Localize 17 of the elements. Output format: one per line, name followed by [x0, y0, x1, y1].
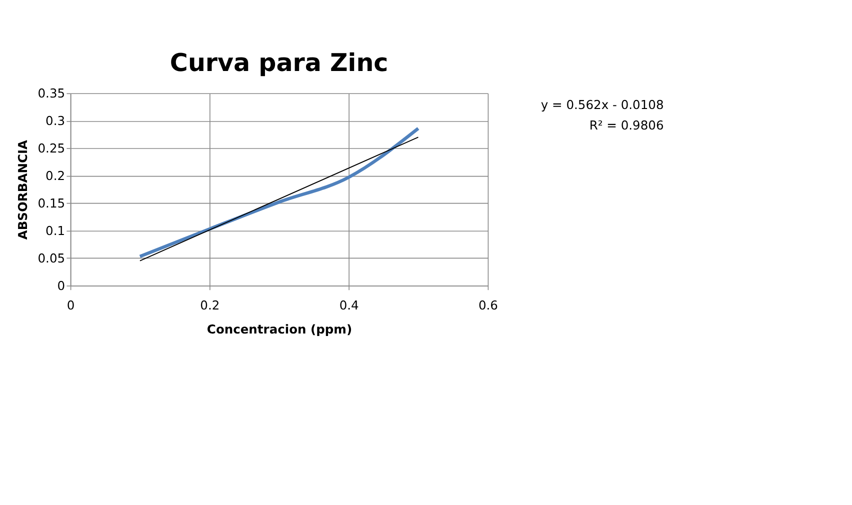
x-tick-label: 0 — [66, 298, 75, 313]
x-tick-label: 0.6 — [478, 298, 498, 313]
y-tick-label: 0.2 — [46, 169, 66, 184]
text: R² = 0.9806 — [589, 118, 664, 132]
y-tick-label: 0 — [57, 279, 66, 294]
y-tick-label: 0.05 — [38, 252, 66, 266]
x-axis-title: Concentracion (ppm) — [206, 322, 352, 336]
y-tick-label: 0.25 — [38, 142, 66, 156]
x-tick-label: 0.4 — [339, 298, 360, 313]
x-tick-label: 0.2 — [200, 298, 220, 313]
y-tick-label: 0.3 — [46, 114, 66, 128]
text: y = 0.562x - 0.0108 — [540, 98, 664, 112]
y-tick-label: 0.1 — [46, 224, 66, 238]
chart-title: Curva para Zinc — [170, 48, 388, 78]
y-tick-label: 0.15 — [38, 196, 66, 211]
y-tick-label: 0.35 — [38, 86, 66, 101]
y-axis-title: ABSORBANCIA — [16, 139, 30, 240]
